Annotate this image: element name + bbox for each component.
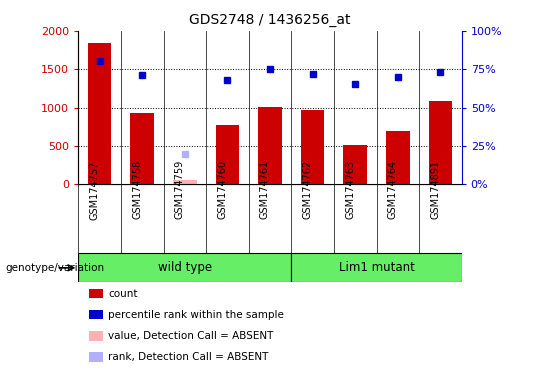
Bar (173, 180, 197, 184)
Bar (429, 101, 452, 184)
Text: GSM174760: GSM174760 (218, 160, 227, 219)
Bar (343, 145, 367, 184)
Bar (258, 107, 282, 184)
Bar (78, 253, 291, 282)
Bar (386, 131, 409, 184)
Text: count: count (108, 289, 138, 299)
Text: GSM174758: GSM174758 (132, 160, 142, 220)
Text: Lim1 mutant: Lim1 mutant (339, 262, 414, 274)
Bar (301, 110, 325, 184)
Text: GSM174761: GSM174761 (260, 160, 270, 219)
Text: GSM174891: GSM174891 (430, 161, 441, 219)
Text: GSM174762: GSM174762 (302, 160, 313, 220)
Text: genotype/variation: genotype/variation (5, 263, 105, 273)
Text: wild type: wild type (158, 262, 212, 274)
Text: GSM174764: GSM174764 (388, 160, 398, 219)
Bar (88, 43, 111, 184)
Text: GDS2748 / 1436256_at: GDS2748 / 1436256_at (189, 13, 351, 27)
Text: GSM174759: GSM174759 (175, 160, 185, 220)
Bar (215, 125, 239, 184)
Bar (291, 253, 462, 282)
Bar (131, 113, 154, 184)
Text: rank, Detection Call = ABSENT: rank, Detection Call = ABSENT (108, 352, 268, 362)
Text: percentile rank within the sample: percentile rank within the sample (108, 310, 284, 320)
Bar (173, 180, 197, 184)
Text: GSM174757: GSM174757 (90, 160, 99, 220)
Text: value, Detection Call = ABSENT: value, Detection Call = ABSENT (108, 331, 273, 341)
Text: GSM174763: GSM174763 (345, 160, 355, 219)
